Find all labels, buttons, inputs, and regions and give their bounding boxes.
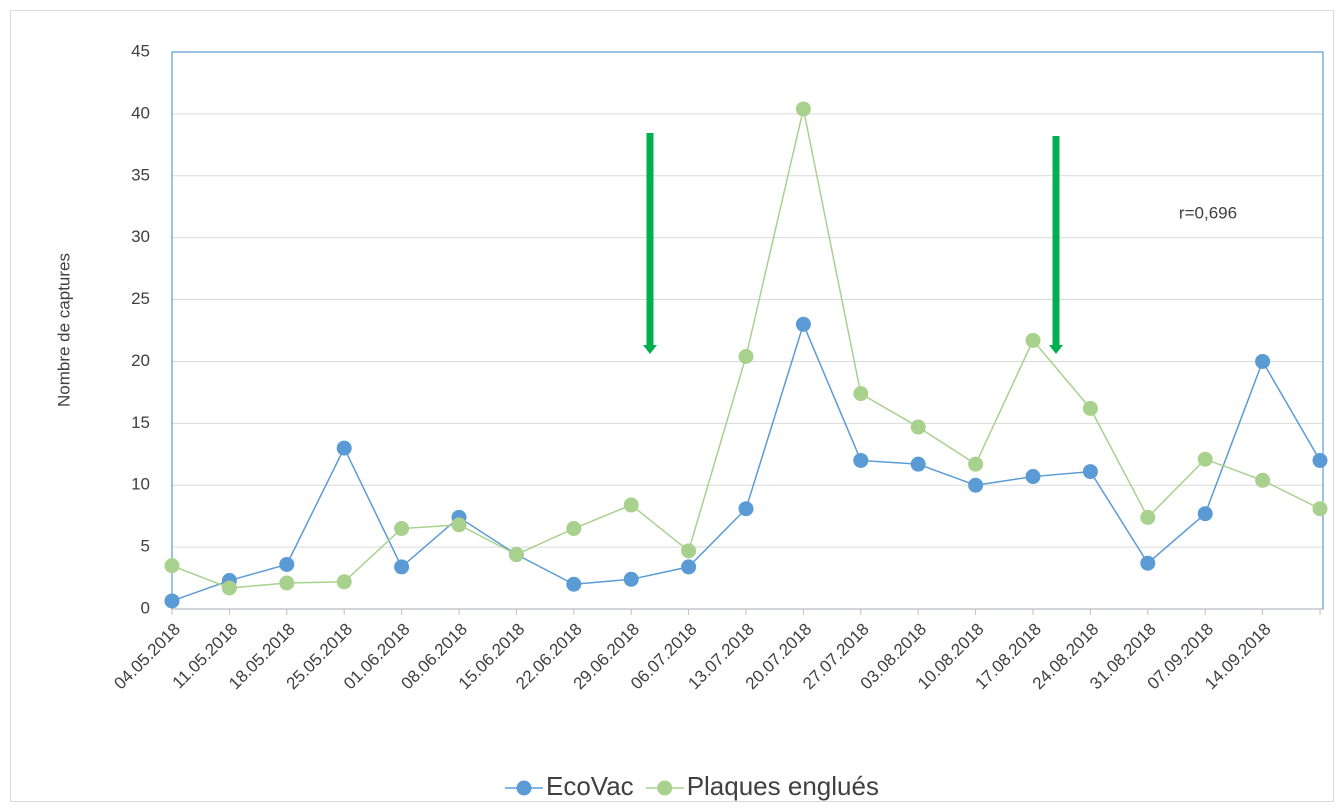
marker — [1082, 400, 1098, 416]
marker — [164, 558, 180, 574]
marker — [279, 556, 295, 572]
marker — [968, 477, 984, 493]
marker — [1255, 353, 1271, 369]
marker — [1197, 451, 1213, 467]
marker — [336, 574, 352, 590]
marker — [853, 386, 869, 402]
marker — [795, 316, 811, 332]
y-tick-label: 10 — [131, 475, 150, 494]
marker — [1140, 509, 1156, 525]
y-tick-label: 30 — [131, 227, 150, 246]
y-tick-label: 0 — [141, 598, 150, 617]
marker — [566, 576, 582, 592]
marker — [738, 501, 754, 517]
chart-border — [10, 10, 1334, 802]
marker — [1255, 472, 1271, 488]
y-tick-label: 15 — [131, 413, 150, 432]
marker — [853, 452, 869, 468]
marker — [164, 593, 180, 609]
marker — [508, 547, 524, 563]
arrow-head — [643, 345, 657, 354]
y-axis-label: Nombre de captures — [54, 253, 73, 407]
marker — [1197, 506, 1213, 522]
marker — [1082, 464, 1098, 480]
marker — [451, 517, 467, 533]
marker — [221, 580, 237, 596]
y-tick-label: 5 — [141, 537, 150, 556]
legend-marker — [657, 780, 673, 796]
marker — [623, 571, 639, 587]
marker — [394, 559, 410, 575]
marker — [795, 101, 811, 117]
y-tick-label: 20 — [131, 351, 150, 370]
y-tick-label: 40 — [131, 103, 150, 122]
arrow-head — [1049, 345, 1063, 354]
annotation: r=0,696 — [1179, 203, 1237, 222]
marker — [1025, 332, 1041, 348]
marker — [910, 456, 926, 472]
marker — [566, 521, 582, 537]
legend-marker — [516, 780, 532, 796]
marker — [910, 419, 926, 435]
legend-label: EcoVac — [546, 771, 634, 801]
marker — [681, 559, 697, 575]
y-tick-label: 25 — [131, 289, 150, 308]
marker — [279, 575, 295, 591]
marker — [623, 497, 639, 513]
marker — [968, 456, 984, 472]
marker — [394, 521, 410, 537]
legend-label: Plaques englués — [687, 771, 879, 801]
marker — [1025, 469, 1041, 485]
y-tick-label: 45 — [131, 41, 150, 60]
y-tick-label: 35 — [131, 165, 150, 184]
marker — [1140, 555, 1156, 571]
marker — [681, 543, 697, 559]
marker — [1312, 501, 1328, 517]
marker — [336, 440, 352, 456]
marker — [738, 348, 754, 364]
marker — [1312, 452, 1328, 468]
